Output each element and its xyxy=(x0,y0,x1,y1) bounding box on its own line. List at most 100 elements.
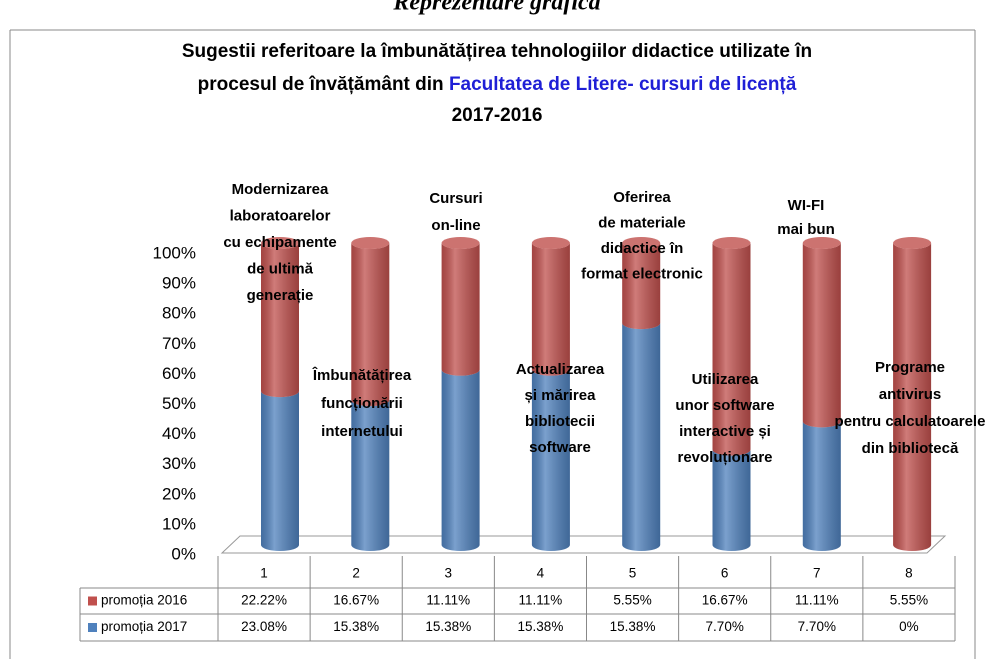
x-tick-label: 5 xyxy=(629,566,637,581)
annotation: revoluționare xyxy=(677,449,772,466)
table-value: 5.55% xyxy=(890,593,928,608)
legend-swatch xyxy=(88,596,97,606)
cylinder-cap-light xyxy=(351,237,390,249)
shine xyxy=(441,243,480,376)
table-value: 22.22% xyxy=(241,593,287,608)
table-value: 11.11% xyxy=(795,593,839,608)
table-value: 15.38% xyxy=(610,619,656,634)
annotation: și mărirea xyxy=(525,387,597,404)
annotation: mai bun xyxy=(777,221,835,238)
y-tick-label: 100% xyxy=(153,243,196,262)
annotation: interactive și xyxy=(679,423,771,440)
legend-label: promoția 2017 xyxy=(101,619,187,634)
table-value: 7.70% xyxy=(706,619,744,634)
x-tick-label: 6 xyxy=(721,566,729,581)
floor xyxy=(220,535,947,554)
shine xyxy=(351,243,390,407)
shine xyxy=(261,391,299,551)
x-tick-label: 7 xyxy=(813,566,821,581)
annotation: Utilizarea xyxy=(692,371,759,388)
annotation: de materiale xyxy=(598,214,686,231)
annotation: WI-FI xyxy=(788,197,825,214)
shine xyxy=(622,243,661,330)
annotation: Cursuri xyxy=(429,190,482,207)
annotation: Îmbunătățirea xyxy=(312,366,412,384)
table-value: 0% xyxy=(899,619,919,634)
table-value: 15.38% xyxy=(518,619,564,634)
shine xyxy=(441,369,480,551)
y-tick-label: 50% xyxy=(162,394,196,413)
annotation: software xyxy=(529,439,591,456)
annotation: unor software xyxy=(675,397,774,414)
cylinder-cap xyxy=(531,237,570,249)
annotation: din bibliotecă xyxy=(862,440,959,457)
y-tick-label: 20% xyxy=(162,484,196,503)
table-value: 15.38% xyxy=(425,619,471,634)
y-tick-label: 10% xyxy=(162,514,196,533)
cylinder-cap-light xyxy=(893,237,932,249)
shine xyxy=(893,243,932,551)
shine xyxy=(712,449,751,551)
annotation: Programe xyxy=(875,359,945,376)
annotation: laboratoarelor xyxy=(230,207,331,224)
y-tick-label: 60% xyxy=(162,364,196,383)
x-tick-label: 1 xyxy=(260,566,268,581)
table-value: 11.11% xyxy=(426,593,470,608)
annotation: antivirus xyxy=(879,386,942,403)
cylinder-cap xyxy=(622,237,661,249)
annotation: generație xyxy=(247,287,314,304)
legend-swatch xyxy=(88,623,97,632)
cylinder-cap-light xyxy=(441,237,480,249)
x-tick-label: 2 xyxy=(352,566,360,581)
y-tick-label: 70% xyxy=(162,334,196,353)
cylinder-cap xyxy=(351,237,390,249)
table-value: 15.38% xyxy=(333,619,379,634)
cylinder-cap-light xyxy=(712,237,751,249)
shine xyxy=(531,243,570,376)
annotation: didactice în xyxy=(601,240,684,257)
table-value: 11.11% xyxy=(519,593,563,608)
cylinder-cap-light xyxy=(622,237,661,249)
annotation: on-line xyxy=(431,217,480,234)
table-value: 7.70% xyxy=(798,619,836,634)
annotation: Oferirea xyxy=(613,189,671,206)
annotation: format electronic xyxy=(581,265,703,282)
shine xyxy=(802,243,841,428)
x-tick-label: 3 xyxy=(445,566,453,581)
shine xyxy=(622,323,661,551)
annotation: bibliotecii xyxy=(525,413,595,430)
page-header: Reprezentare grafică xyxy=(392,0,600,16)
table-value: 5.55% xyxy=(613,593,651,608)
y-tick-label: 30% xyxy=(162,454,196,473)
shine xyxy=(351,400,390,551)
chart-title: Sugestii referitoare la îmbunătățirea te… xyxy=(182,41,812,62)
title-part: procesul de învățământ din xyxy=(198,74,449,95)
chart-title: 2017-2016 xyxy=(452,105,543,126)
annotation: Actualizarea xyxy=(516,361,605,378)
table-value: 23.08% xyxy=(241,619,287,634)
table-value: 16.67% xyxy=(333,593,379,608)
annotation: pentru calculatoarele xyxy=(835,413,986,430)
chart-title: procesul de învățământ din Facultatea de… xyxy=(198,74,797,95)
cylinder-cap xyxy=(261,237,299,249)
annotation: internetului xyxy=(321,423,403,440)
shine xyxy=(261,243,299,398)
cylinder-cap-light xyxy=(531,237,570,249)
title-highlight: Facultatea de Litere- cursuri de licență xyxy=(449,74,797,95)
cylinder-cap xyxy=(712,237,751,249)
cylinder-cap xyxy=(441,237,480,249)
table-value: 16.67% xyxy=(702,593,748,608)
shine xyxy=(531,369,570,551)
cylinder-cap-light xyxy=(261,237,299,249)
annotation: cu echipamente xyxy=(223,234,336,251)
x-tick-label: 4 xyxy=(537,566,545,581)
x-tick-label: 8 xyxy=(905,566,913,581)
cylinder-cap xyxy=(802,237,841,249)
annotation: Modernizarea xyxy=(232,181,329,198)
legend-label: promoția 2016 xyxy=(101,593,187,608)
shine xyxy=(802,421,841,551)
shine xyxy=(712,243,751,456)
y-tick-label: 0% xyxy=(171,544,196,563)
cylinder-cap xyxy=(893,237,932,249)
